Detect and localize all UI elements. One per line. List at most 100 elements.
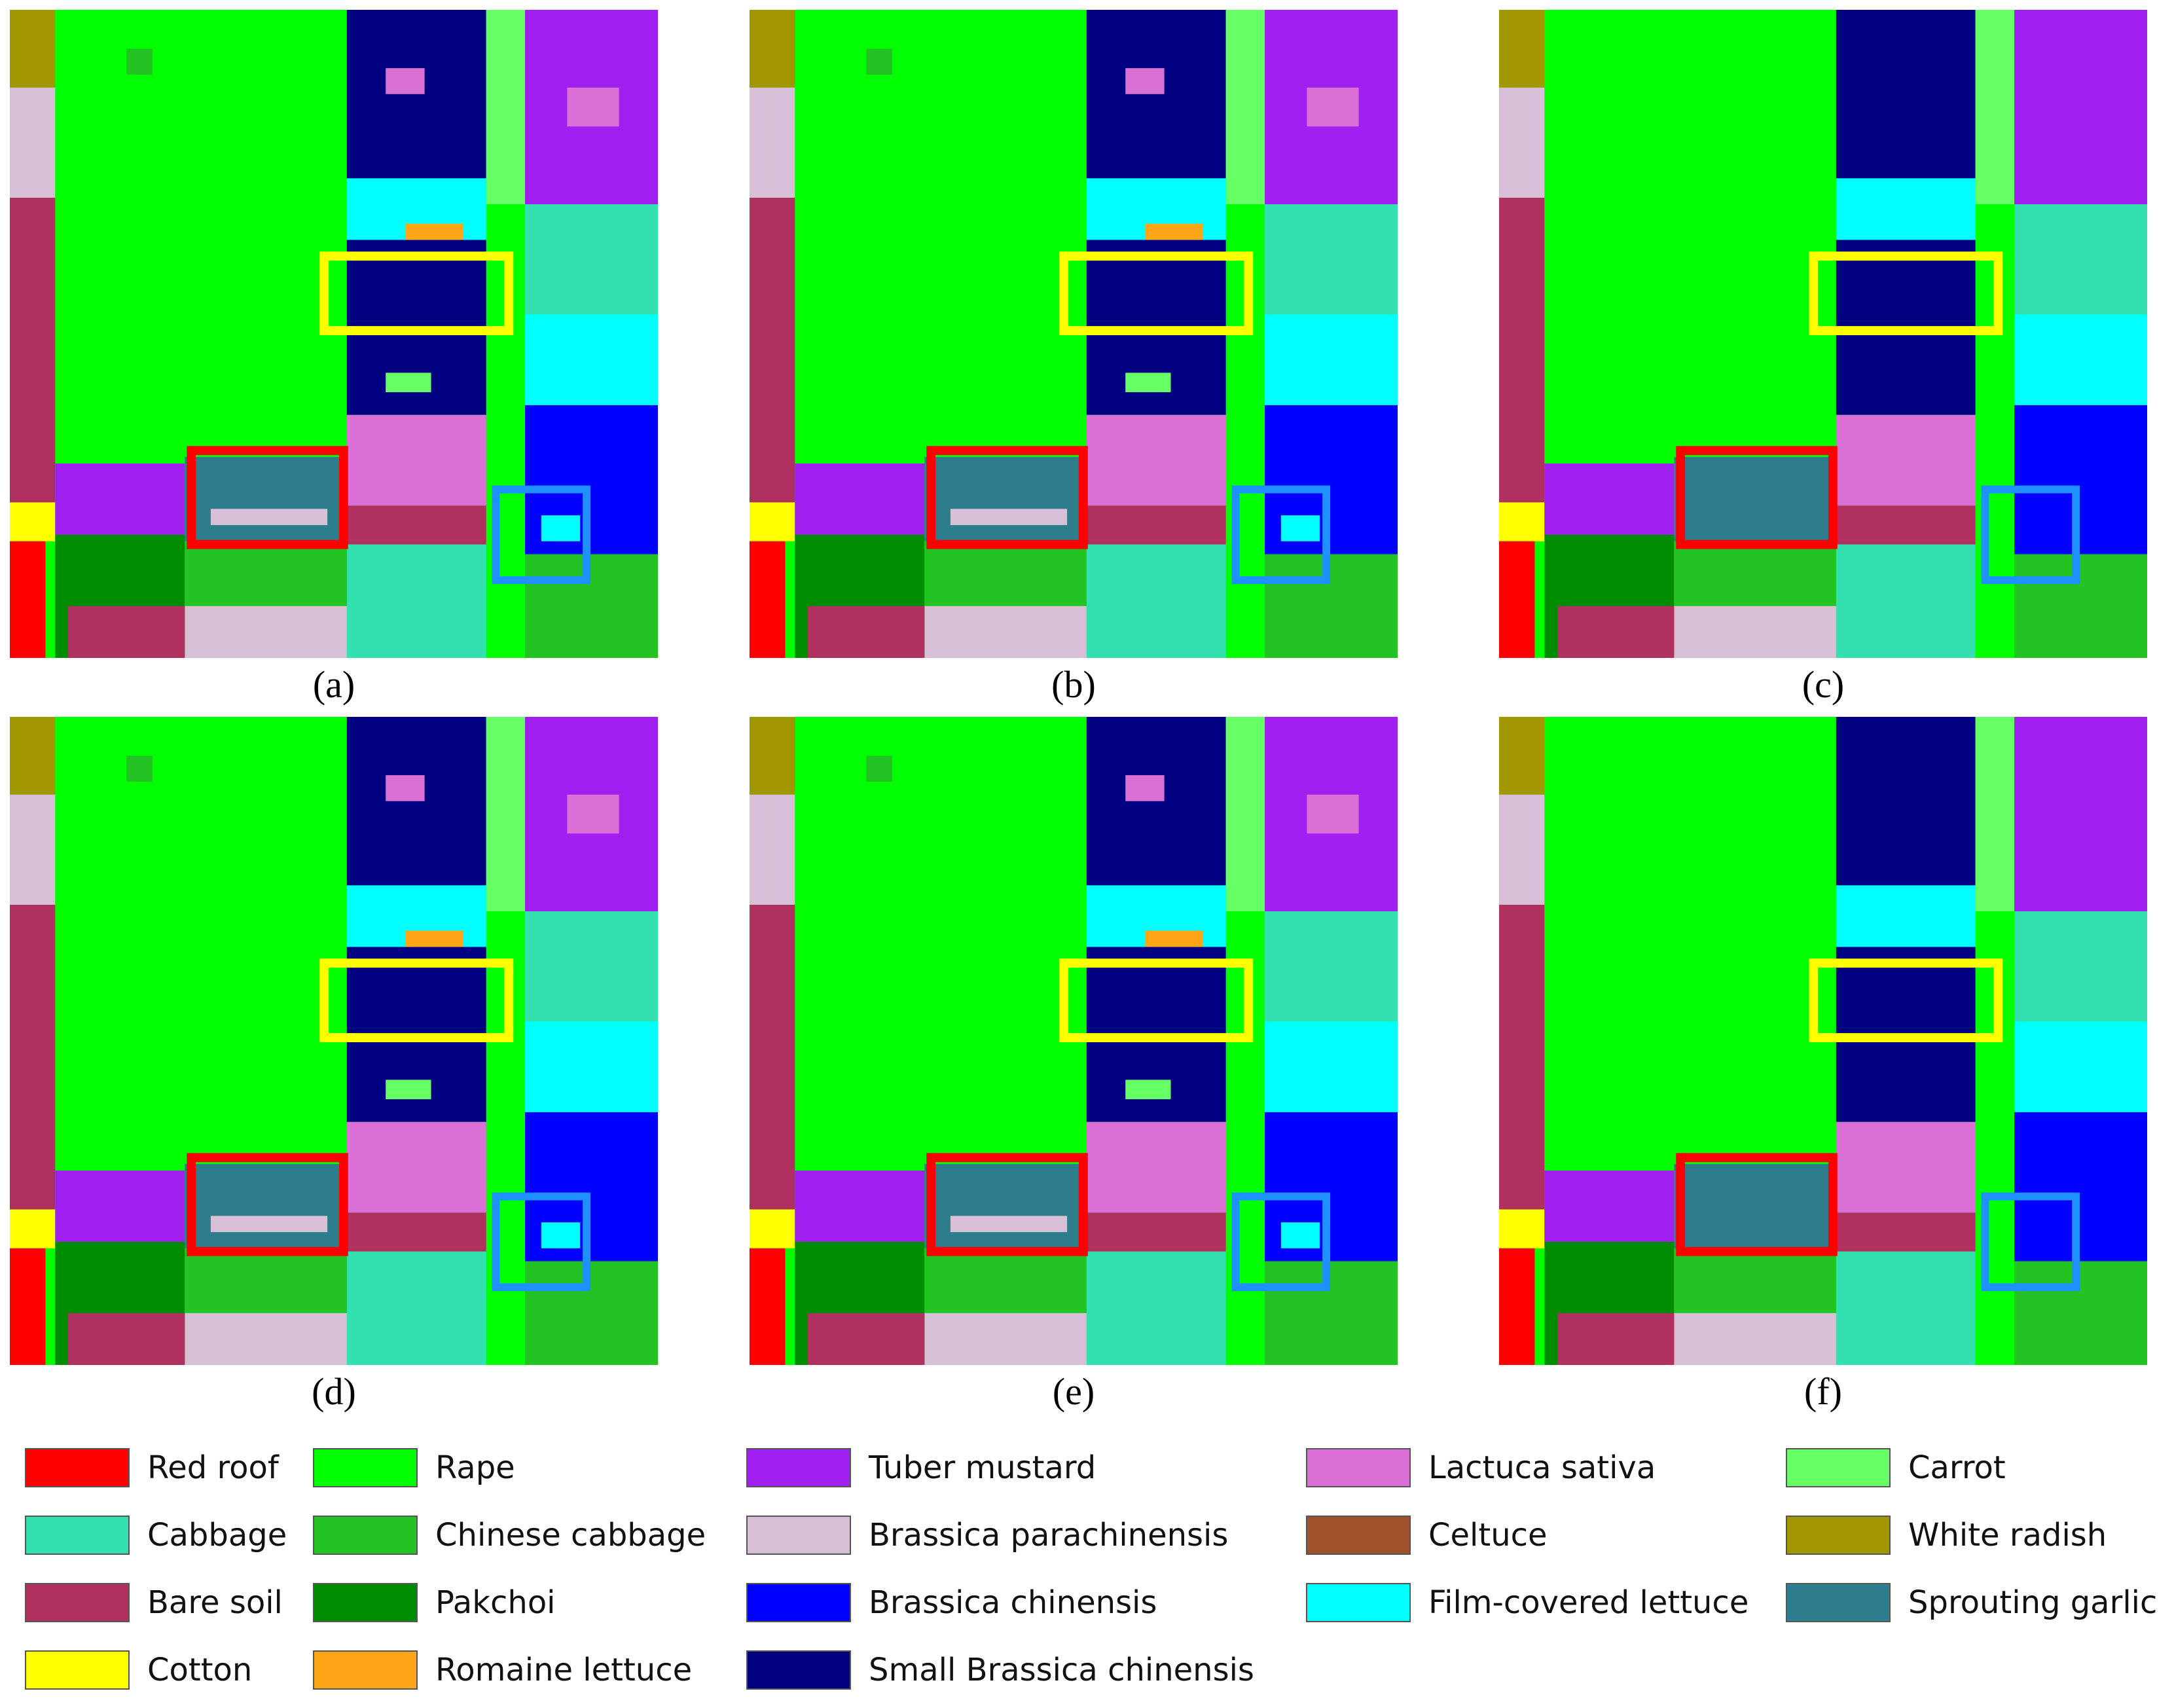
field-region: [94, 717, 347, 1165]
field-region: [68, 1313, 185, 1365]
misclassified-patch: [541, 515, 581, 541]
field-region: [1086, 321, 1226, 415]
highlight-box-blue: [1231, 485, 1331, 585]
legend-label-white-radish: White radish: [1908, 1517, 2107, 1554]
highlight-box-blue: [492, 1192, 591, 1292]
legend-label-celtuce: Celtuce: [1428, 1517, 1548, 1554]
field-region: [1557, 606, 1675, 658]
highlight-box-blue: [492, 485, 591, 585]
field-region: [1674, 1248, 1836, 1313]
field-region: [1086, 1212, 1226, 1252]
panel-label-f: (f): [1804, 1370, 1842, 1413]
field-region: [2014, 204, 2147, 315]
highlight-box-yellow: [1059, 251, 1254, 335]
field-region: [924, 1313, 1087, 1365]
field-region: [1086, 414, 1226, 506]
misclassified-patch: [386, 1080, 431, 1100]
highlight-box-yellow: [1059, 958, 1254, 1042]
field-region: [346, 505, 486, 545]
field-region: [1265, 1261, 1398, 1365]
field-region: [1674, 541, 1836, 606]
misclassified-patch: [1144, 223, 1203, 240]
field-region: [10, 87, 56, 198]
field-region: [924, 606, 1087, 658]
field-region: [1975, 10, 2015, 204]
misclassified-patch: [567, 794, 619, 834]
field-region: [1499, 1248, 1535, 1365]
field-region: [1674, 1164, 1836, 1248]
field-region: [1225, 717, 1265, 911]
misclassified-patch: [1144, 930, 1203, 947]
legend-label-lactuca-sativa: Lactuca sativa: [1428, 1449, 1656, 1486]
field-region: [2014, 1112, 2147, 1262]
legend-label-red-roof: Red roof: [147, 1449, 279, 1486]
misclassified-patch: [567, 87, 619, 127]
field-region: [346, 1121, 486, 1213]
misclassified-patch: [126, 755, 153, 782]
field-region: [185, 1164, 347, 1248]
field-region: [2014, 314, 2147, 405]
legend-swatch-brassica-chinensis: [746, 1583, 851, 1622]
field-region: [750, 502, 795, 541]
field-region: [924, 1164, 1087, 1248]
field-region: [2014, 911, 2147, 1022]
field-region: [2014, 554, 2147, 658]
field-region: [1836, 10, 1976, 179]
misclassified-patch: [386, 68, 425, 94]
field-region: [10, 502, 56, 541]
field-region: [750, 794, 795, 905]
field-region: [1225, 10, 1265, 204]
field-region: [1836, 505, 1976, 545]
field-region: [750, 1248, 786, 1365]
panel-label-a: (a): [312, 663, 355, 706]
field-region: [1836, 1212, 1976, 1252]
field-region: [1499, 10, 1545, 88]
field-region: [1557, 1313, 1675, 1365]
legend-label-cotton: Cotton: [147, 1652, 253, 1688]
field-region: [1836, 1028, 1976, 1122]
field-region: [1499, 87, 1545, 198]
legend-swatch-brassica-parachinensis: [746, 1516, 851, 1555]
field-region: [486, 717, 526, 911]
misclassified-patch: [1307, 87, 1359, 127]
misclassified-patch: [210, 509, 328, 526]
field-region: [525, 554, 658, 658]
field-region: [525, 314, 658, 405]
field-region: [10, 905, 56, 1210]
field-region: [185, 1313, 347, 1365]
field-region: [808, 1313, 925, 1365]
field-region: [346, 414, 486, 506]
field-region: [1499, 794, 1545, 905]
field-region: [346, 321, 486, 415]
highlight-box-blue: [1981, 1192, 2080, 1292]
field-region: [55, 463, 185, 535]
misclassified-patch: [950, 509, 1068, 526]
misclassified-patch: [126, 48, 153, 75]
field-region: [750, 87, 795, 198]
legend-label-brassica-chinensis: Brassica chinensis: [869, 1584, 1157, 1621]
field-region: [1583, 10, 1836, 458]
field-region: [750, 1209, 795, 1248]
field-region: [2014, 717, 2147, 911]
legend-swatch-small-brassica-chinensis: [746, 1650, 851, 1690]
legend-label-bare-soil: Bare soil: [147, 1584, 283, 1621]
field-region: [795, 1171, 925, 1242]
field-region: [68, 606, 185, 658]
field-region: [10, 717, 56, 795]
field-region: [1086, 717, 1226, 886]
classification-map-e: [750, 717, 1398, 1365]
field-region: [1499, 717, 1545, 795]
legend-label-carrot: Carrot: [1908, 1449, 2006, 1486]
highlight-box-yellow: [1809, 958, 2003, 1042]
legend-swatch-carrot: [1786, 1448, 1891, 1487]
field-region: [1499, 502, 1545, 541]
field-region: [924, 541, 1087, 606]
field-region: [1836, 885, 1976, 947]
field-region: [833, 10, 1087, 458]
field-region: [346, 1028, 486, 1122]
legend-swatch-tuber-mustard: [746, 1448, 851, 1487]
field-region: [1265, 314, 1398, 405]
field-region: [525, 911, 658, 1022]
field-region: [750, 10, 795, 88]
highlight-box-blue: [1981, 485, 2080, 585]
